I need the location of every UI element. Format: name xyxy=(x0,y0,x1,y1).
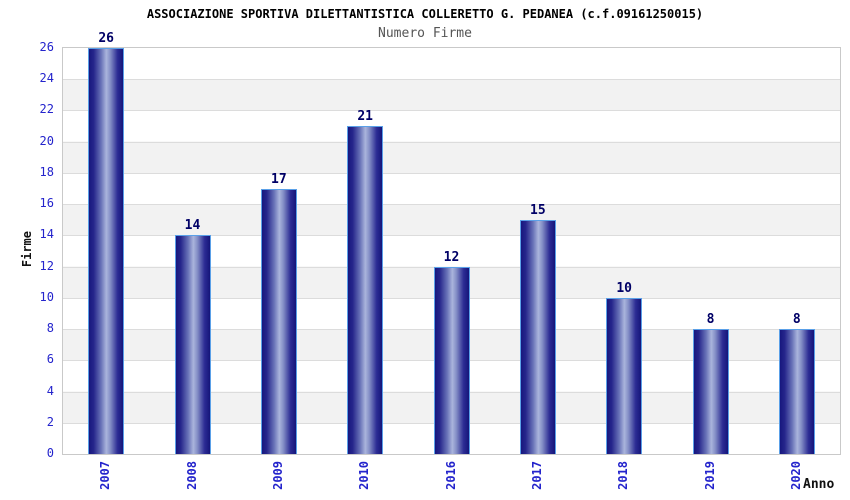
value-label: 8 xyxy=(706,312,715,328)
x-axis-title: Anno xyxy=(803,477,835,492)
y-tick-label: 12 xyxy=(39,258,54,273)
y-tick-label: 20 xyxy=(39,133,54,148)
value-label: 15 xyxy=(530,202,546,218)
x-tick-label: 2017 xyxy=(529,461,544,490)
chart-subtitle: Numero Firme xyxy=(378,26,472,41)
x-tick-label: 2009 xyxy=(270,461,285,490)
gridline xyxy=(63,204,840,206)
bar-2007 xyxy=(88,48,125,454)
x-tick-label: 2010 xyxy=(357,461,372,490)
gridline xyxy=(63,141,840,143)
gridline xyxy=(63,110,840,112)
value-label: 12 xyxy=(443,249,460,265)
y-tick-label: 8 xyxy=(46,321,54,336)
value-label: 14 xyxy=(184,218,201,234)
y-tick-label: 26 xyxy=(39,40,54,54)
y-tick-label: 6 xyxy=(46,352,54,367)
bar-2009 xyxy=(260,188,297,454)
y-tick-label: 24 xyxy=(39,71,54,86)
bar-2008 xyxy=(174,235,211,454)
value-label: 10 xyxy=(616,280,632,296)
chart-title: ASSOCIAZIONE SPORTIVA DILETTANTISTICA CO… xyxy=(146,7,704,21)
y-tick-label: 0 xyxy=(46,446,54,460)
x-tick-label: 2008 xyxy=(184,461,199,490)
bar-2016 xyxy=(433,266,470,454)
y-tick-label: 10 xyxy=(39,289,54,304)
x-tick-label: 2019 xyxy=(702,461,717,490)
bar-2020 xyxy=(778,329,815,454)
bar-2018 xyxy=(606,297,643,454)
y-tick-label: 16 xyxy=(39,196,54,211)
x-tick-label: 2007 xyxy=(98,461,113,490)
gridline xyxy=(63,172,840,174)
gridline xyxy=(63,79,840,81)
x-tick-label: 2016 xyxy=(443,461,458,490)
x-tick-label: 2018 xyxy=(616,461,631,490)
gridline xyxy=(63,235,840,237)
y-tick-label: 18 xyxy=(39,164,54,179)
bar-2019 xyxy=(692,329,729,454)
value-label: 17 xyxy=(271,171,287,187)
value-label: 26 xyxy=(98,31,114,46)
y-tick-label: 22 xyxy=(39,102,54,117)
y-tick-label: 2 xyxy=(46,414,54,429)
y-tick-label: 14 xyxy=(39,227,54,242)
value-label: 8 xyxy=(792,312,801,328)
value-label: 21 xyxy=(357,109,373,125)
bar-2017 xyxy=(519,219,556,454)
bar-2010 xyxy=(347,126,384,454)
plot-area: 26 14 17 21 12 15 10 8 8 xyxy=(62,31,841,455)
y-tick-label: 4 xyxy=(46,383,54,398)
x-tick-label: 2020 xyxy=(788,461,803,490)
